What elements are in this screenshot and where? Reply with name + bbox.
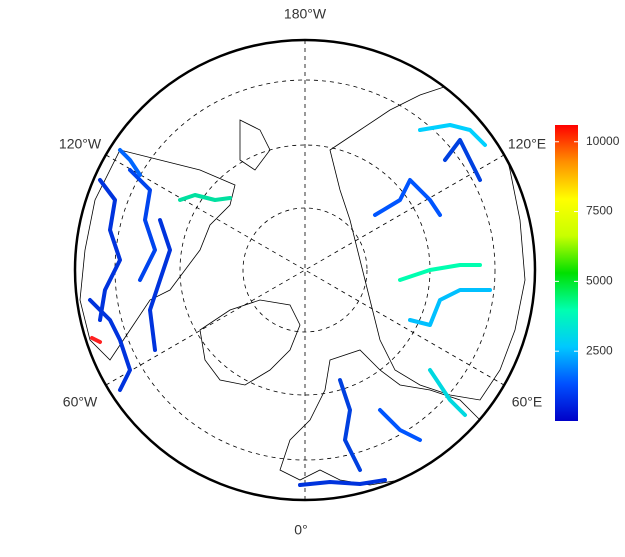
latitude-circle [114, 79, 496, 461]
river [408, 288, 492, 327]
colorbar-tick-label: 7500 [586, 204, 613, 218]
colorbar-tick-label: 5000 [586, 274, 613, 288]
north-america [79, 149, 236, 361]
meridian [105, 154, 505, 386]
island [239, 119, 271, 171]
colorbar-tick-label: 2500 [586, 343, 613, 357]
river [398, 263, 482, 282]
river [338, 378, 362, 472]
lon-label: 120°E [508, 136, 546, 152]
lon-labels: 180°W 120°W 120°E 60°W 60°E 0° [59, 6, 546, 538]
rivers [88, 123, 492, 487]
globe-border [73, 38, 537, 502]
lon-label: 60°E [512, 394, 543, 410]
river [128, 168, 157, 282]
river [90, 336, 102, 344]
lon-label: 60°W [63, 394, 98, 410]
colorbar: 2500 5000 7500 10000 [555, 125, 620, 421]
meridian [105, 154, 505, 386]
river [378, 408, 422, 442]
river [428, 368, 467, 417]
graticule [105, 40, 505, 500]
lon-label: 180°W [284, 6, 327, 22]
asia [329, 84, 526, 401]
lon-label: 120°W [59, 136, 102, 152]
latitude-circle [179, 144, 431, 396]
europe [279, 349, 481, 486]
greenland [199, 299, 301, 386]
river [373, 178, 442, 217]
river [178, 193, 232, 202]
river [98, 178, 122, 322]
lon-label: 0° [294, 522, 307, 538]
river [148, 218, 172, 352]
river [88, 298, 132, 392]
river [418, 123, 487, 147]
river [298, 478, 387, 487]
river [118, 148, 142, 177]
colorbar-tick-label: 10000 [586, 134, 620, 148]
colorbar-gradient [555, 125, 578, 421]
river [443, 138, 482, 182]
